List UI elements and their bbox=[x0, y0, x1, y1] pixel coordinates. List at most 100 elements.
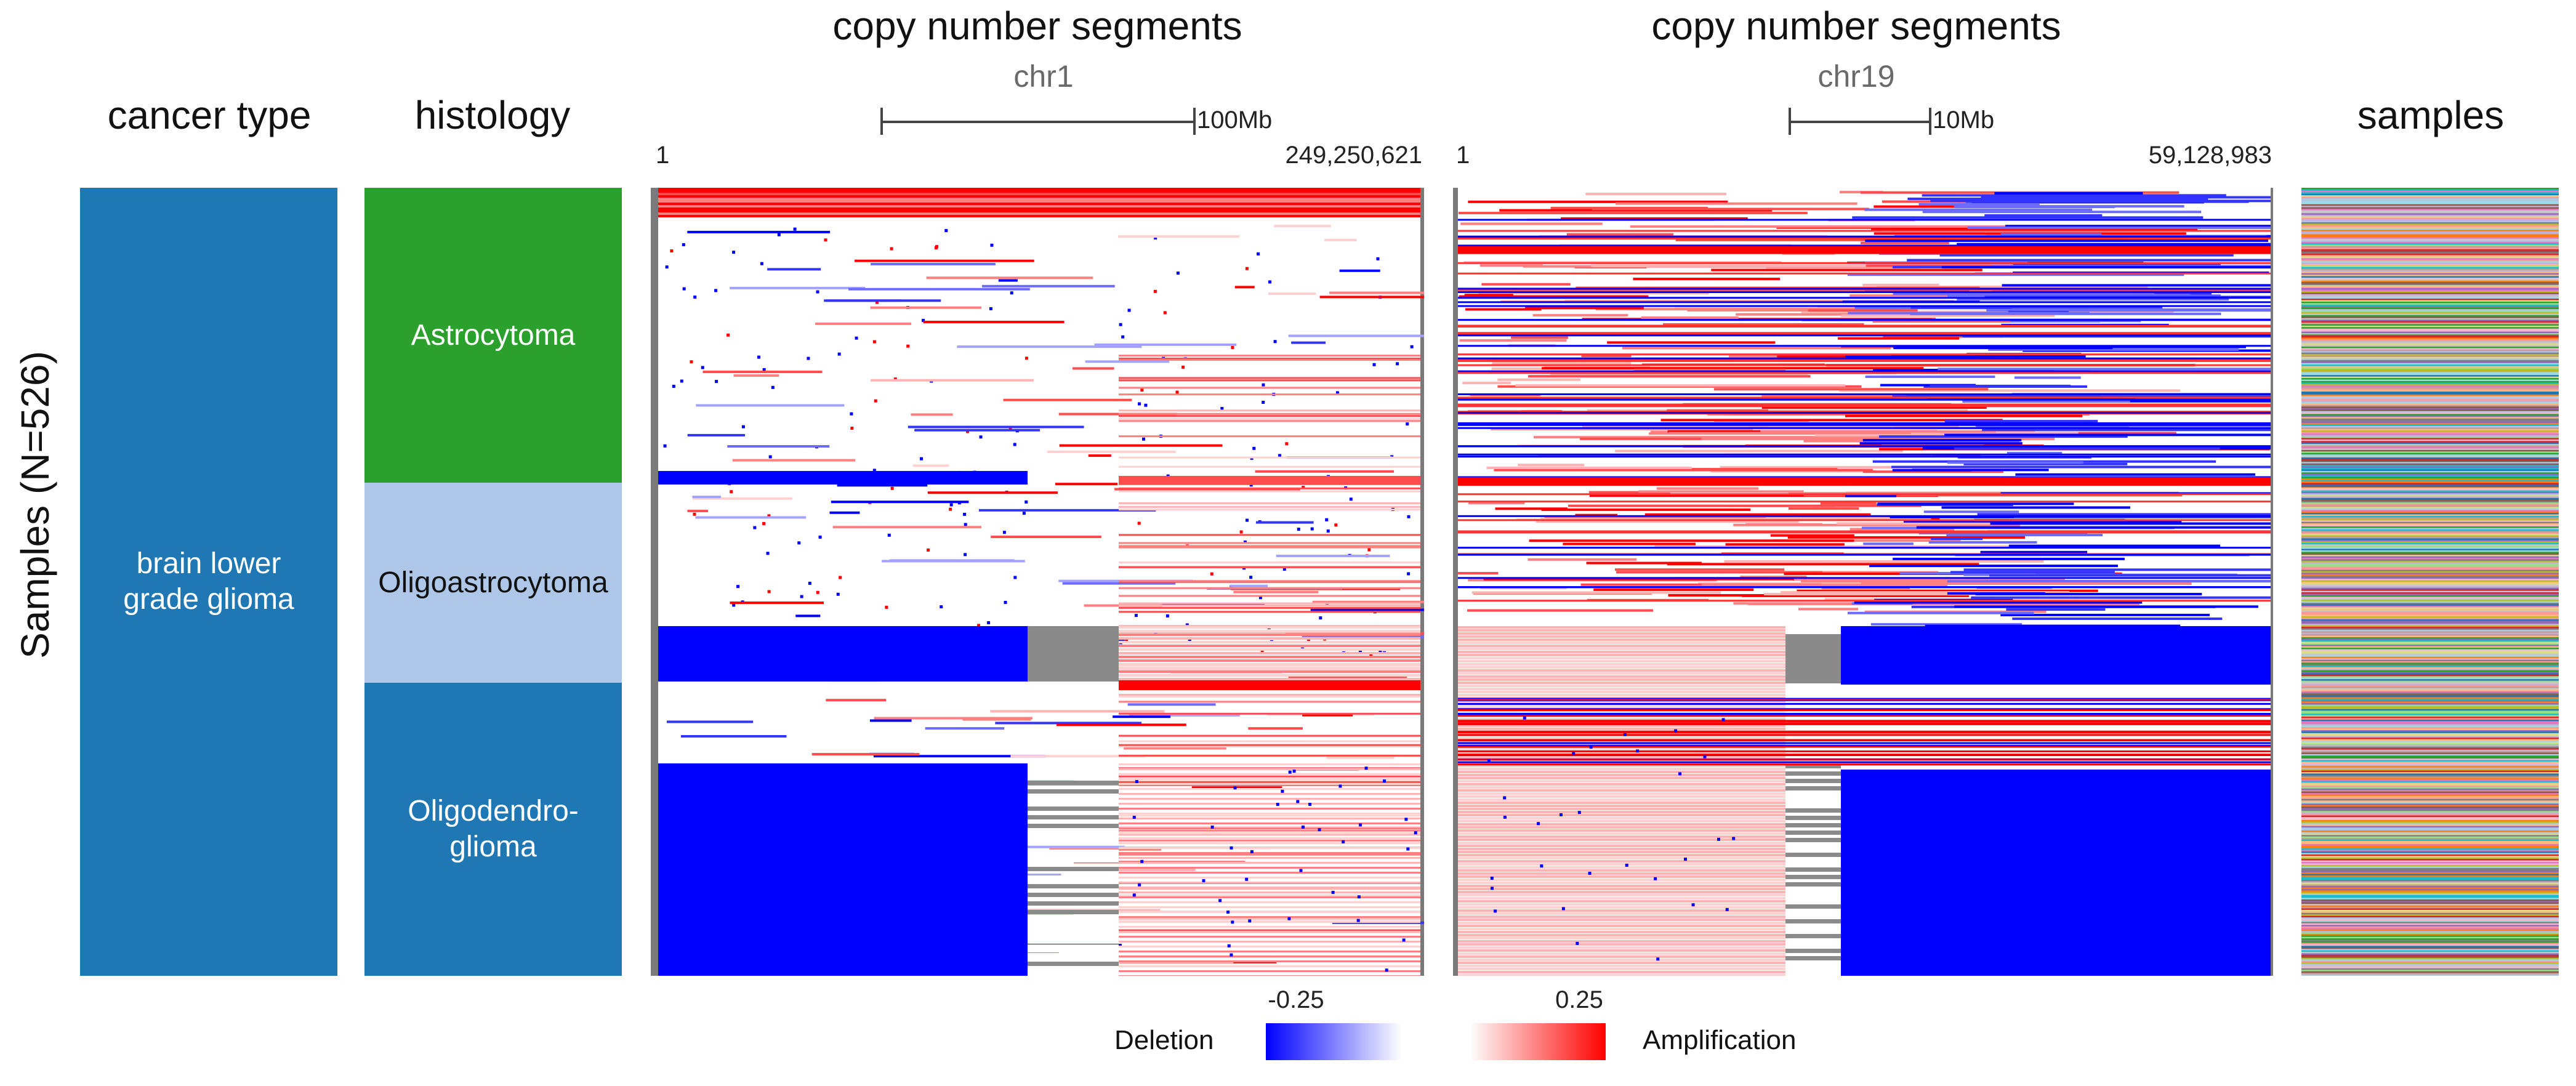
sample-row bbox=[2301, 802, 2559, 804]
segment-bar bbox=[1988, 348, 2239, 351]
segment-bar bbox=[1587, 409, 1968, 412]
segment-row bbox=[1458, 364, 2271, 366]
segment-bar bbox=[972, 845, 1125, 848]
segment-bar bbox=[1845, 494, 1897, 497]
segment-bar bbox=[1462, 382, 1511, 385]
segment-bar bbox=[826, 699, 887, 702]
sample-row bbox=[2301, 418, 2559, 420]
sample-row bbox=[2301, 833, 2559, 835]
segment-dot bbox=[875, 300, 879, 304]
sample-row bbox=[2301, 244, 2559, 247]
segment-row bbox=[1458, 882, 1785, 884]
sample-row bbox=[2301, 779, 2559, 782]
sample-row bbox=[2301, 928, 2559, 930]
segment-bar bbox=[1980, 550, 2088, 553]
segment-dot bbox=[874, 399, 877, 403]
segment-dot bbox=[1175, 390, 1179, 394]
sample-row bbox=[2301, 415, 2559, 417]
sample-row bbox=[2301, 676, 2559, 678]
sample-row bbox=[2301, 505, 2559, 507]
segment-bar bbox=[1288, 334, 1424, 337]
segment-row bbox=[1119, 652, 1420, 654]
segment-row bbox=[1458, 660, 1785, 662]
segment-row bbox=[1458, 728, 1785, 730]
segment-row bbox=[1458, 396, 2271, 399]
segment-dot bbox=[1407, 515, 1411, 518]
centromere-row bbox=[1785, 867, 1841, 872]
segment-bar bbox=[1977, 513, 2271, 516]
segment-row bbox=[1119, 631, 1420, 634]
segment-dot bbox=[1310, 527, 1314, 531]
segment-row bbox=[1119, 387, 1420, 389]
histology-band-astrocytoma: Astrocytoma bbox=[364, 188, 622, 483]
sample-row bbox=[2301, 508, 2559, 510]
segment-bar bbox=[687, 510, 708, 513]
sample-row bbox=[2301, 493, 2559, 496]
segment-bar bbox=[1923, 510, 2019, 513]
segment-bar bbox=[1481, 283, 1571, 286]
sample-row bbox=[2301, 304, 2559, 307]
segment-bar bbox=[1129, 714, 1240, 717]
sample-row bbox=[2301, 320, 2559, 322]
sample-row bbox=[2301, 670, 2559, 672]
segment-row bbox=[1458, 823, 1785, 826]
segment-dot bbox=[816, 290, 819, 294]
sample-row bbox=[2301, 749, 2559, 752]
chr1-scale-bar-start-tick bbox=[880, 108, 883, 135]
segment-bar bbox=[1764, 593, 2091, 596]
segment-dot bbox=[1135, 780, 1138, 784]
segment-row bbox=[658, 203, 1420, 205]
segment-row bbox=[1458, 694, 1785, 696]
centromere-row bbox=[1785, 919, 1841, 923]
segment-bar bbox=[1541, 508, 1751, 511]
sample-row bbox=[2301, 375, 2559, 377]
segment-dot bbox=[1540, 864, 1544, 868]
sample-row bbox=[2301, 842, 2559, 845]
sample-row bbox=[2301, 300, 2559, 302]
legend-low-value: -0.25 bbox=[1268, 986, 1324, 1013]
segment-bar bbox=[1586, 561, 1702, 565]
sample-row bbox=[2301, 880, 2559, 882]
chr19-scale-label: 10Mb bbox=[1933, 107, 1995, 134]
centromere-row bbox=[1028, 875, 1119, 880]
sample-row bbox=[2301, 902, 2559, 904]
chr19-end-label: 59,128,983 bbox=[2148, 142, 2272, 169]
amplification-band bbox=[1119, 476, 1420, 485]
sample-row bbox=[2301, 280, 2559, 283]
sample-row bbox=[2301, 583, 2559, 585]
segment-dot bbox=[1245, 267, 1249, 270]
sample-row bbox=[2301, 378, 2559, 380]
segment-row bbox=[1458, 635, 1785, 638]
sample-row bbox=[2301, 728, 2559, 731]
sample-row bbox=[2301, 830, 2559, 832]
deletion-block bbox=[1841, 626, 2271, 685]
segment-row bbox=[658, 207, 1420, 210]
segment-row bbox=[1119, 783, 1420, 785]
sample-row bbox=[2301, 400, 2559, 403]
segment-dot bbox=[808, 581, 811, 585]
segment-dot bbox=[1338, 784, 1342, 788]
segment-row bbox=[1458, 974, 1785, 976]
segment-row bbox=[1119, 580, 1420, 582]
sample-row bbox=[2301, 731, 2559, 734]
sample-row bbox=[2301, 774, 2559, 777]
segment-row bbox=[1458, 288, 2271, 290]
segment-dot bbox=[1132, 816, 1136, 819]
sample-row bbox=[2301, 957, 2559, 960]
sample-row bbox=[2301, 712, 2559, 714]
segment-row bbox=[1119, 829, 1420, 832]
sample-row bbox=[2301, 355, 2559, 358]
segment-row bbox=[1119, 955, 1420, 957]
segment-dot bbox=[1297, 528, 1300, 531]
segment-row bbox=[1458, 427, 2271, 429]
sample-row bbox=[2301, 342, 2559, 344]
sample-row bbox=[2301, 715, 2559, 717]
segment-row bbox=[1119, 960, 1420, 962]
segment-bar bbox=[1848, 312, 2090, 315]
segment-bar bbox=[871, 262, 996, 265]
segment-dot bbox=[1202, 879, 1205, 882]
sample-row bbox=[2301, 569, 2559, 572]
segment-dot bbox=[690, 360, 693, 364]
segment-bar bbox=[1630, 225, 2028, 228]
segment-dot bbox=[732, 603, 736, 607]
